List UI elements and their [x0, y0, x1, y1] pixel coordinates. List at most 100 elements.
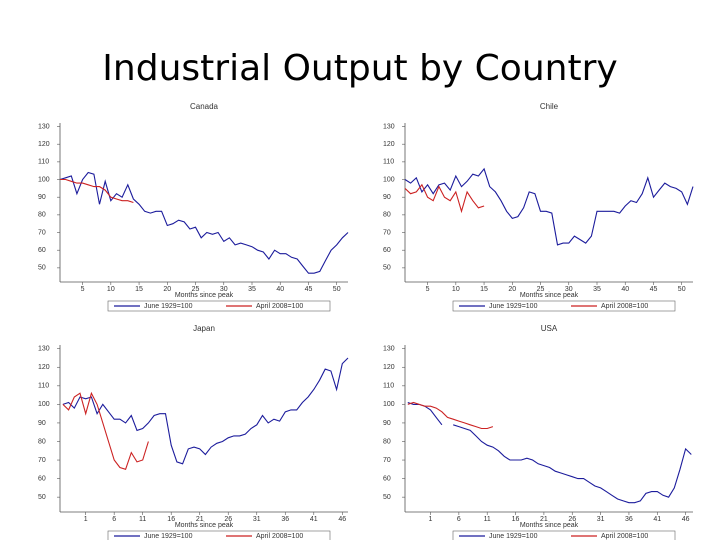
- y-tick-label: 120: [383, 141, 395, 148]
- x-tick-label: 40: [276, 286, 284, 293]
- y-tick-label: 100: [38, 176, 50, 183]
- x-tick-label: 35: [593, 286, 601, 293]
- y-tick-label: 80: [383, 212, 391, 219]
- y-tick-label: 50: [383, 265, 391, 272]
- x-tick-label: 30: [565, 286, 573, 293]
- x-tick-label: 5: [81, 286, 85, 293]
- x-tick-label: 26: [568, 516, 576, 523]
- series-line: [59, 171, 349, 274]
- legend-label: April 2008=100: [601, 303, 648, 310]
- y-tick-label: 80: [38, 438, 46, 445]
- y-tick-label: 120: [38, 364, 50, 371]
- x-tick-label: 36: [625, 516, 633, 523]
- y-tick-label: 110: [383, 383, 394, 390]
- y-tick-label: 50: [38, 494, 46, 501]
- x-tick-label: 45: [650, 286, 658, 293]
- series-line: [404, 167, 694, 246]
- x-tick-label: 50: [678, 286, 686, 293]
- x-axis-label: Months since peak: [175, 522, 234, 529]
- legend-label: June 1929=100: [144, 303, 193, 310]
- panel-title: USA: [541, 324, 558, 333]
- y-tick-label: 90: [38, 194, 46, 201]
- x-tick-label: 21: [540, 516, 548, 523]
- y-tick-label: 90: [38, 420, 46, 427]
- x-tick-label: 36: [281, 516, 289, 523]
- series-line: [407, 401, 692, 504]
- y-tick-label: 70: [38, 229, 46, 236]
- y-tick-label: 50: [38, 265, 46, 272]
- y-tick-label: 120: [38, 141, 50, 148]
- x-tick-label: 41: [653, 516, 661, 523]
- x-tick-label: 31: [597, 516, 605, 523]
- x-tick-label: 1: [84, 516, 88, 523]
- x-tick-label: 25: [192, 286, 200, 293]
- legend-label: April 2008=100: [256, 533, 303, 540]
- x-tick-label: 25: [537, 286, 545, 293]
- series-line: [404, 183, 485, 214]
- x-tick-label: 5: [426, 286, 430, 293]
- y-tick-label: 60: [383, 475, 391, 482]
- y-tick-label: 130: [38, 346, 50, 353]
- x-tick-label: 11: [484, 516, 491, 523]
- y-tick-label: 50: [383, 494, 391, 501]
- x-axis-label: Months since peak: [175, 292, 234, 299]
- y-tick-label: 70: [38, 457, 46, 464]
- y-tick-label: 90: [383, 420, 391, 427]
- x-tick-label: 46: [338, 516, 346, 523]
- x-tick-label: 16: [512, 516, 520, 523]
- x-tick-label: 20: [508, 286, 516, 293]
- x-tick-label: 10: [452, 286, 460, 293]
- x-tick-label: 30: [220, 286, 228, 293]
- y-tick-label: 60: [383, 247, 391, 254]
- legend-box: [452, 300, 676, 312]
- legend-label: April 2008=100: [601, 533, 648, 540]
- x-tick-label: 40: [621, 286, 629, 293]
- panel-title: Chile: [540, 102, 559, 111]
- panel-title: Japan: [193, 324, 215, 333]
- slide-title: Industrial Output by Country: [102, 48, 617, 89]
- y-tick-label: 70: [383, 457, 391, 464]
- x-tick-label: 15: [480, 286, 488, 293]
- y-tick-label: 60: [38, 247, 46, 254]
- y-tick-label: 110: [38, 159, 49, 166]
- x-tick-label: 50: [333, 286, 341, 293]
- x-tick-label: 46: [682, 516, 690, 523]
- x-tick-label: 10: [107, 286, 115, 293]
- y-tick-label: 130: [383, 123, 395, 130]
- x-axis-label: Months since peak: [520, 292, 579, 299]
- y-tick-label: 60: [38, 475, 46, 482]
- series-line: [407, 401, 494, 430]
- series-line: [62, 391, 149, 470]
- x-tick-label: 21: [196, 516, 204, 523]
- x-tick-label: 16: [167, 516, 175, 523]
- y-tick-label: 110: [38, 383, 49, 390]
- y-tick-label: 100: [383, 401, 395, 408]
- legend-label: June 1929=100: [489, 303, 538, 310]
- legend-label: April 2008=100: [256, 303, 303, 310]
- y-tick-label: 100: [383, 176, 395, 183]
- x-axis-label: Months since peak: [520, 522, 579, 529]
- legend-box: [107, 530, 331, 540]
- legend-box: [107, 300, 331, 312]
- x-tick-label: 11: [139, 516, 146, 523]
- series-line: [62, 357, 349, 465]
- x-tick-label: 6: [457, 516, 461, 523]
- y-tick-label: 130: [383, 346, 395, 353]
- y-tick-label: 90: [383, 194, 391, 201]
- y-tick-label: 80: [38, 212, 46, 219]
- y-tick-label: 70: [383, 229, 391, 236]
- x-tick-label: 31: [253, 516, 261, 523]
- panel-title: Canada: [190, 102, 219, 111]
- x-tick-label: 1: [429, 516, 433, 523]
- legend-label: June 1929=100: [489, 533, 538, 540]
- y-tick-label: 120: [383, 364, 395, 371]
- y-tick-label: 110: [383, 159, 394, 166]
- x-tick-label: 35: [248, 286, 256, 293]
- series-line: [60, 178, 134, 204]
- y-tick-label: 130: [38, 123, 50, 130]
- y-tick-label: 100: [38, 401, 50, 408]
- x-tick-label: 15: [135, 286, 143, 293]
- y-tick-label: 80: [383, 438, 391, 445]
